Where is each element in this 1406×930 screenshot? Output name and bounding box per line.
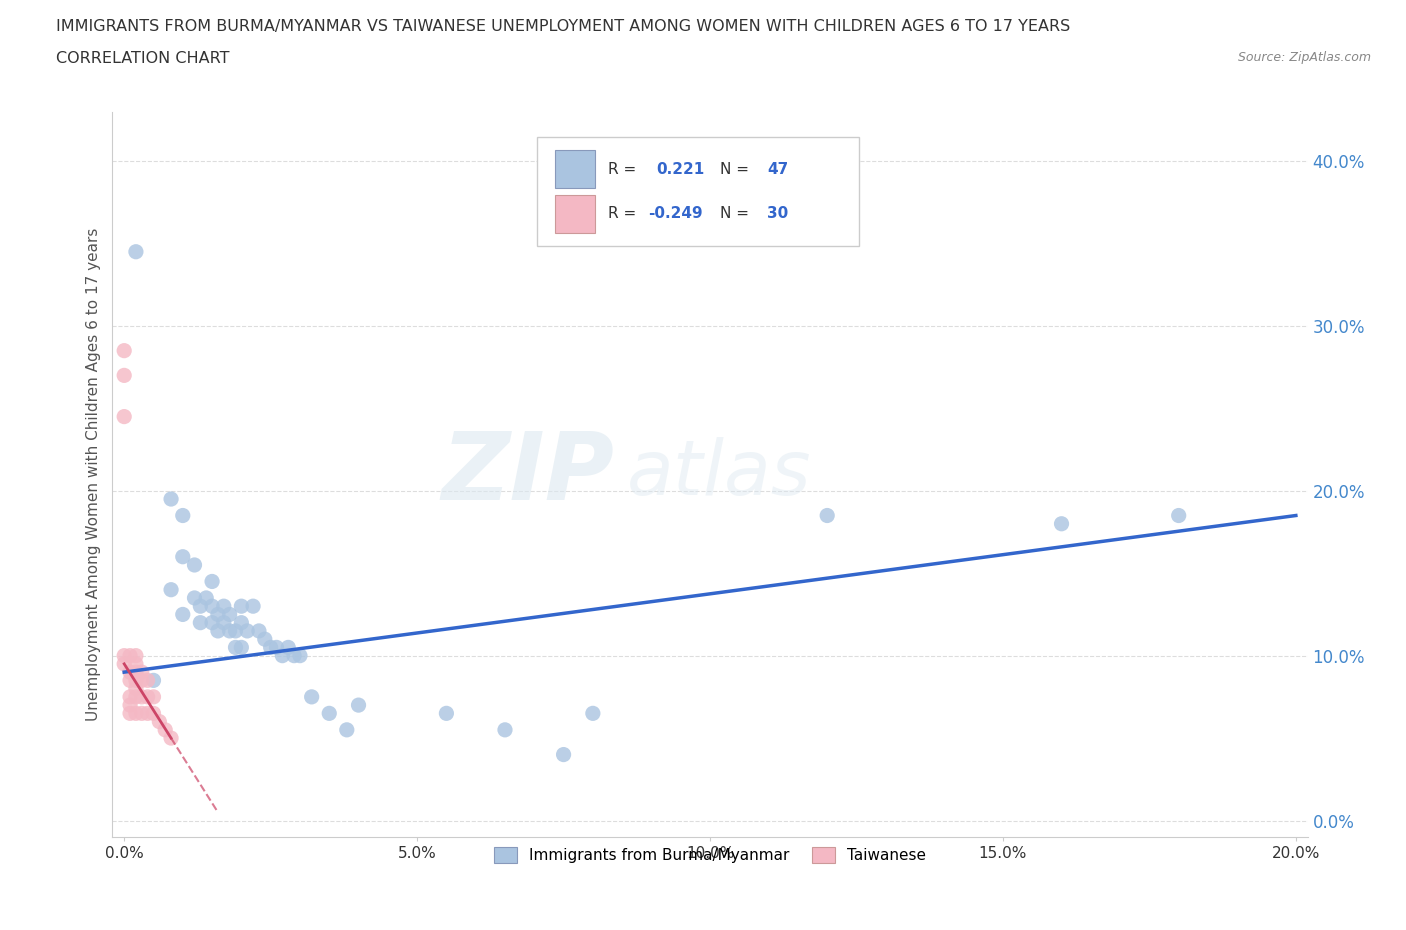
Text: 30: 30 [768, 206, 789, 221]
Point [112, 657, 135, 671]
Point [131, 665, 153, 680]
Point [283, 648, 305, 663]
Point [242, 599, 264, 614]
Point [225, 640, 247, 655]
Text: Source: ZipAtlas.com: Source: ZipAtlas.com [1237, 51, 1371, 64]
Point [131, 689, 153, 704]
Point [494, 723, 516, 737]
Point [212, 599, 235, 614]
Point [436, 706, 458, 721]
Point [207, 623, 229, 638]
Point [231, 640, 253, 655]
Point [142, 689, 165, 704]
FancyBboxPatch shape [554, 195, 595, 232]
Text: N =: N = [720, 162, 754, 177]
Point [112, 648, 135, 663]
Point [125, 648, 148, 663]
Point [125, 657, 148, 671]
Point [236, 623, 259, 638]
Point [172, 550, 194, 565]
Point [112, 368, 135, 383]
Point [120, 673, 141, 688]
Point [125, 706, 148, 721]
Point [183, 558, 205, 573]
Point [288, 648, 311, 663]
Point [142, 706, 165, 721]
Point [231, 616, 253, 631]
Point [301, 689, 323, 704]
Point [195, 591, 218, 605]
Point [188, 616, 212, 631]
Point [277, 640, 299, 655]
Point [188, 599, 212, 614]
Point [553, 747, 575, 762]
Point [120, 706, 141, 721]
Text: CORRELATION CHART: CORRELATION CHART [56, 51, 229, 66]
Point [253, 631, 276, 646]
Point [160, 492, 183, 507]
Text: 47: 47 [768, 162, 789, 177]
Text: R =: R = [609, 162, 641, 177]
Point [136, 706, 159, 721]
Point [260, 640, 283, 655]
Point [142, 673, 165, 688]
Point [336, 723, 359, 737]
Y-axis label: Unemployment Among Women with Children Ages 6 to 17 years: Unemployment Among Women with Children A… [86, 228, 101, 721]
Point [131, 673, 153, 688]
Point [125, 681, 148, 696]
Point [231, 599, 253, 614]
Point [212, 616, 235, 631]
Point [125, 673, 148, 688]
Point [582, 706, 605, 721]
Point [225, 623, 247, 638]
Point [120, 648, 141, 663]
Point [125, 245, 148, 259]
Text: -0.249: -0.249 [648, 206, 703, 221]
Text: R =: R = [609, 206, 641, 221]
Point [201, 574, 224, 589]
Point [201, 599, 224, 614]
Point [125, 665, 148, 680]
Point [148, 714, 170, 729]
Point [183, 591, 205, 605]
Point [172, 607, 194, 622]
Point [112, 409, 135, 424]
Legend: Immigrants from Burma/Myanmar, Taiwanese: Immigrants from Burma/Myanmar, Taiwanese [488, 841, 932, 870]
Text: N =: N = [720, 206, 754, 221]
Point [218, 607, 240, 622]
Point [318, 706, 340, 721]
Point [120, 698, 141, 712]
Text: ZIP: ZIP [441, 429, 614, 520]
FancyBboxPatch shape [554, 150, 595, 188]
Text: IMMIGRANTS FROM BURMA/MYANMAR VS TAIWANESE UNEMPLOYMENT AMONG WOMEN WITH CHILDRE: IMMIGRANTS FROM BURMA/MYANMAR VS TAIWANE… [56, 19, 1070, 33]
Point [155, 723, 177, 737]
Point [172, 508, 194, 523]
Point [131, 706, 153, 721]
Point [136, 689, 159, 704]
Point [247, 623, 270, 638]
Point [266, 640, 288, 655]
Point [207, 607, 229, 622]
Point [201, 616, 224, 631]
Point [125, 689, 148, 704]
Text: atlas: atlas [627, 437, 811, 512]
Point [160, 731, 183, 746]
Point [120, 689, 141, 704]
Text: 0.221: 0.221 [657, 162, 704, 177]
Point [112, 343, 135, 358]
Point [347, 698, 370, 712]
Point [1050, 516, 1073, 531]
Point [120, 665, 141, 680]
Point [815, 508, 838, 523]
Point [271, 648, 294, 663]
Point [1167, 508, 1189, 523]
Point [136, 673, 159, 688]
Point [218, 623, 240, 638]
Point [160, 582, 183, 597]
FancyBboxPatch shape [537, 137, 859, 246]
